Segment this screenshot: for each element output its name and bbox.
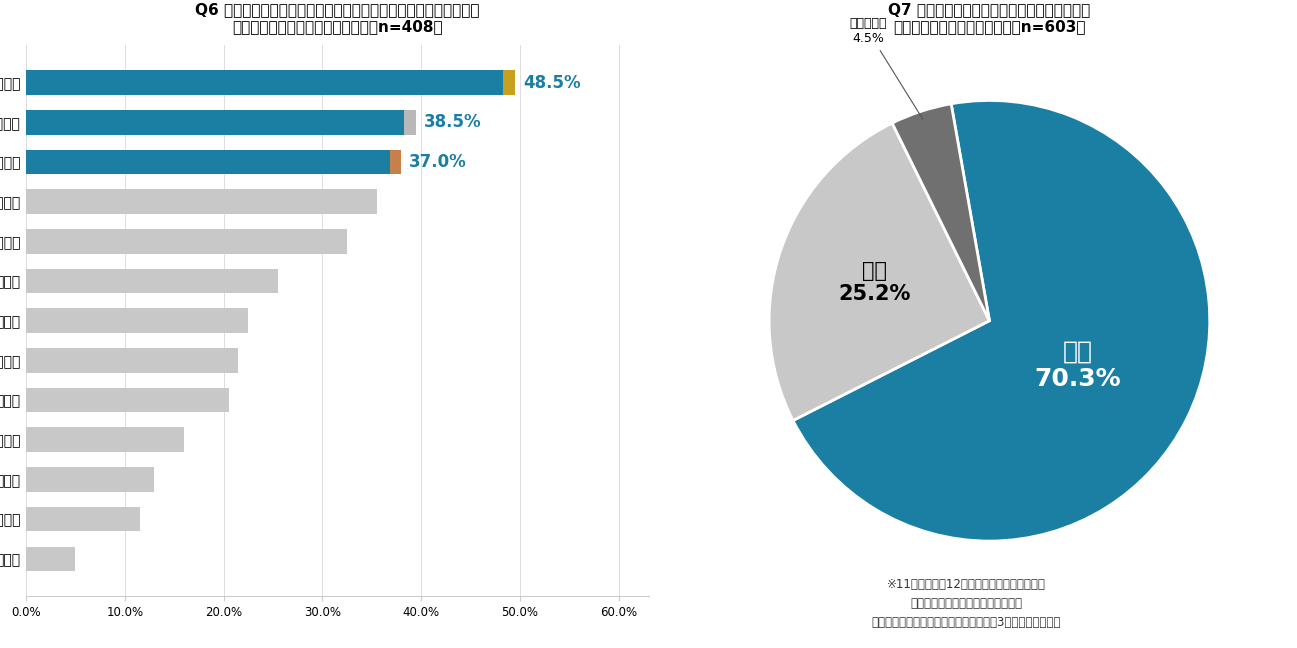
- Bar: [26, 229, 348, 254]
- Wedge shape: [792, 100, 1210, 541]
- Bar: [26, 110, 406, 135]
- Bar: [26, 348, 239, 373]
- Bar: [26, 388, 228, 412]
- Text: 48.5%: 48.5%: [523, 74, 581, 92]
- Text: 38.5%: 38.5%: [424, 113, 481, 132]
- Bar: [26, 507, 140, 531]
- Bar: [503, 71, 515, 95]
- Bar: [405, 110, 416, 135]
- Bar: [26, 269, 278, 294]
- Bar: [26, 189, 376, 214]
- Wedge shape: [769, 123, 990, 421]
- Text: ある
25.2%: ある 25.2%: [838, 261, 910, 304]
- Bar: [26, 467, 154, 492]
- Text: わからない
4.5%: わからない 4.5%: [850, 17, 923, 119]
- Bar: [389, 150, 402, 174]
- Title: Q7 忘年会シーズンにおいて特別に行っている
健康対策がありますか？？　（n=603）: Q7 忘年会シーズンにおいて特別に行っている 健康対策がありますか？？ （n=6…: [888, 2, 1091, 34]
- Text: ※11月中旬から12月下旬までの期間において
特別に行っている健康対策の有無を
「ある」、「ない」、「わからない」の3段階で集計した値: ※11月中旬から12月下旬までの期間において 特別に行っている健康対策の有無を …: [872, 577, 1061, 629]
- Text: 37.0%: 37.0%: [410, 153, 467, 171]
- Wedge shape: [892, 104, 990, 321]
- Bar: [26, 428, 184, 452]
- Title: Q6 忘年会シーズンに気になる健康課題について当てはまることを
全て選択してください。複数回答（n=408）: Q6 忘年会シーズンに気になる健康課題について当てはまることを 全て選択してくだ…: [195, 2, 480, 34]
- Bar: [26, 71, 506, 95]
- Bar: [26, 150, 392, 174]
- Text: ない
70.3%: ない 70.3%: [1035, 339, 1122, 391]
- Bar: [26, 546, 75, 571]
- Bar: [26, 308, 248, 333]
